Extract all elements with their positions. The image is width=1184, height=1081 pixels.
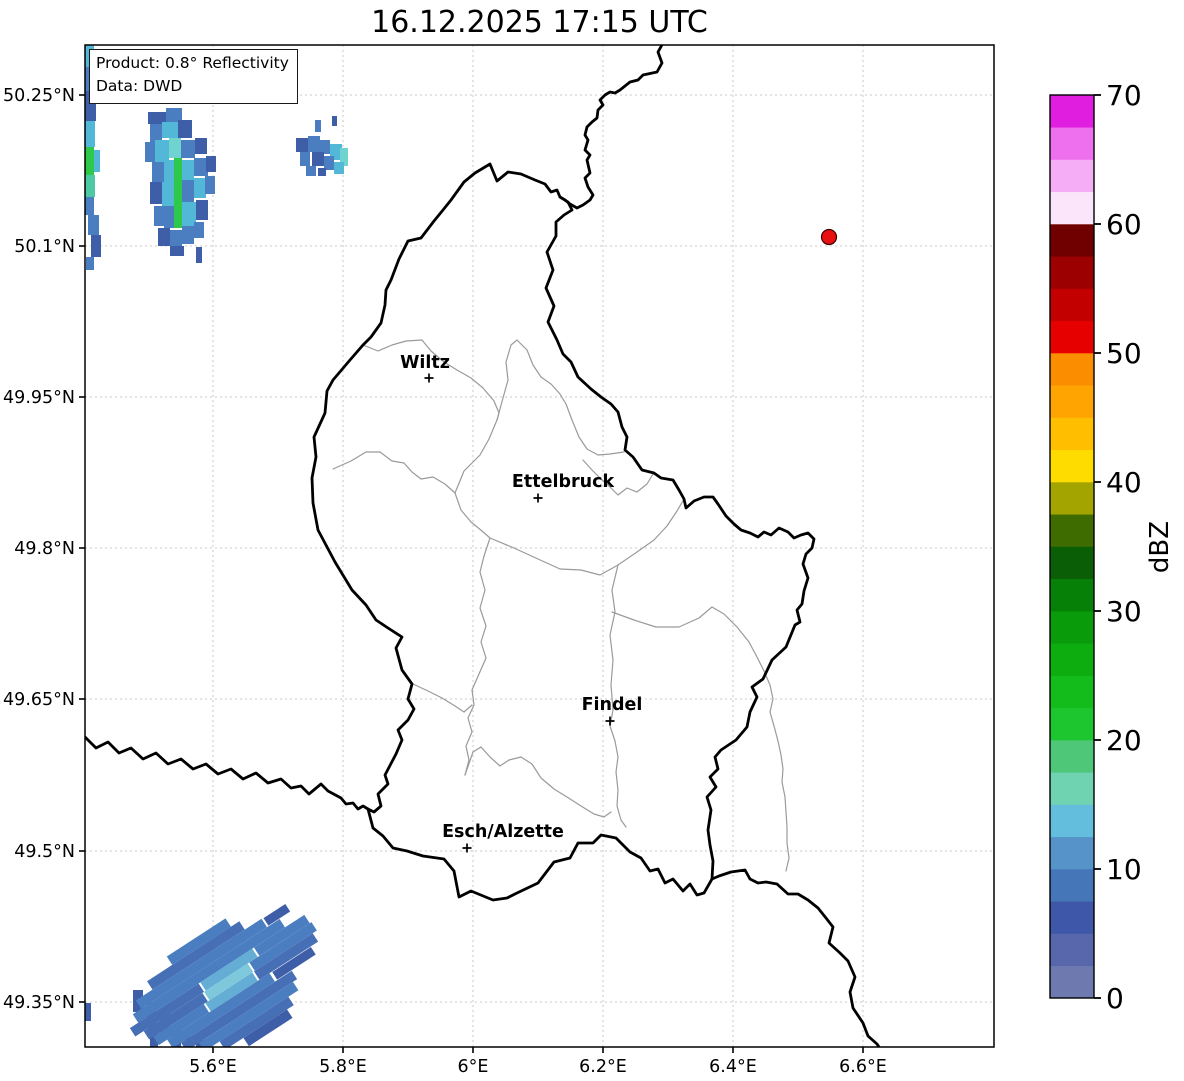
y-tick-label: 50.1°N	[14, 237, 75, 257]
x-tick-label: 6.6°E	[839, 1057, 887, 1077]
data-source-line: Data: DWD	[96, 77, 183, 96]
colorbar-segment	[1050, 417, 1094, 451]
x-tick-label: 6.2°E	[579, 1057, 627, 1077]
colorbar-tick-label: 0	[1106, 982, 1124, 1015]
y-tick-label: 49.65°N	[3, 690, 75, 710]
x-tick-labels: 5.6°E 5.8°E 6°E 6.2°E 6.4°E 6.6°E	[189, 1057, 887, 1077]
colorbar-segment	[1050, 320, 1094, 354]
colorbar-segment	[1050, 675, 1094, 709]
colorbar-segment	[1050, 707, 1094, 741]
product-info-box: Product: 0.8° Reflectivity Data: DWD	[89, 49, 298, 104]
city-label: Findel	[582, 695, 643, 715]
colorbar-segment	[1050, 159, 1094, 193]
colorbar-tick-label: 60	[1106, 208, 1142, 241]
colorbar-segment	[1050, 610, 1094, 644]
colorbar-unit-label: dBZ	[1145, 520, 1175, 574]
colorbar-segment	[1050, 578, 1094, 612]
colorbar-segment	[1050, 513, 1094, 547]
y-tick-label: 49.8°N	[14, 539, 75, 559]
echo-layer	[85, 45, 348, 1047]
district-borders	[332, 339, 790, 872]
neighbor-country-borders	[85, 45, 881, 1047]
plot-area	[85, 45, 994, 1047]
colorbar-segment	[1050, 868, 1094, 902]
colorbar: 0 10 20 30 40 50 60 70	[1049, 79, 1142, 1015]
plot-frame	[84, 44, 995, 1048]
y-tick-label: 49.95°N	[3, 388, 75, 408]
colorbar-segment	[1050, 642, 1094, 676]
colorbar-segment	[1050, 546, 1094, 580]
axis-ticks	[79, 94, 864, 1053]
colorbar-segment	[1050, 352, 1094, 386]
y-tick-label: 50.25°N	[3, 86, 75, 106]
colorbar-segment	[1050, 900, 1094, 934]
grid-lines	[85, 45, 994, 1047]
colorbar-segment	[1050, 223, 1094, 257]
echo-band-southwest	[129, 903, 319, 1047]
colorbar-tick-label: 20	[1106, 724, 1142, 757]
city-label: Esch/Alzette	[442, 822, 564, 842]
city-label: Ettelbruck	[512, 472, 615, 492]
x-tick-label: 6.4°E	[709, 1057, 757, 1077]
city-marker	[605, 716, 615, 726]
x-tick-label: 5.6°E	[189, 1057, 237, 1077]
y-tick-label: 49.35°N	[3, 993, 75, 1013]
city-marker	[462, 843, 472, 853]
colorbar-segment	[1050, 126, 1094, 160]
colorbar-segment	[1050, 94, 1094, 128]
y-tick-label: 49.5°N	[14, 842, 75, 862]
colorbar-segment	[1050, 965, 1094, 999]
product-line: Product: 0.8° Reflectivity	[96, 54, 289, 72]
city-marker	[424, 373, 434, 383]
colorbar-segment	[1050, 804, 1094, 838]
colorbar-segment	[1050, 933, 1094, 967]
city-labels: Wiltz Ettelbruck Findel Esch/Alzette	[400, 353, 642, 853]
colorbar-segment	[1050, 771, 1094, 805]
city-label: Wiltz	[400, 353, 450, 373]
colorbar-frame	[1049, 94, 1095, 999]
figure-title: 16.12.2025 17:15 UTC	[371, 5, 708, 40]
colorbar-tick-label: 70	[1106, 79, 1142, 112]
x-tick-label: 5.8°E	[319, 1057, 367, 1077]
colorbar-tick-label: 10	[1106, 853, 1142, 886]
colorbar-segment	[1050, 191, 1094, 225]
colorbar-tick-label: 40	[1106, 466, 1142, 499]
city-marker	[533, 493, 543, 503]
radar-site-dot	[820, 228, 838, 246]
x-tick-label: 6°E	[458, 1057, 489, 1077]
colorbar-segment	[1050, 288, 1094, 322]
colorbar-segment	[1050, 449, 1094, 483]
colorbar-segment	[1050, 384, 1094, 418]
colorbar-segment	[1050, 836, 1094, 870]
y-tick-labels: 50.25°N 50.1°N 49.95°N 49.8°N 49.65°N 49.5°N 4…	[3, 86, 75, 1013]
luxembourg-border	[310, 162, 816, 902]
colorbar-tick-label: 50	[1106, 337, 1142, 370]
colorbar-tick-label: 30	[1106, 595, 1142, 628]
colorbar-segment	[1050, 481, 1094, 515]
colorbar-segment	[1050, 739, 1094, 773]
colorbar-segment	[1050, 255, 1094, 289]
